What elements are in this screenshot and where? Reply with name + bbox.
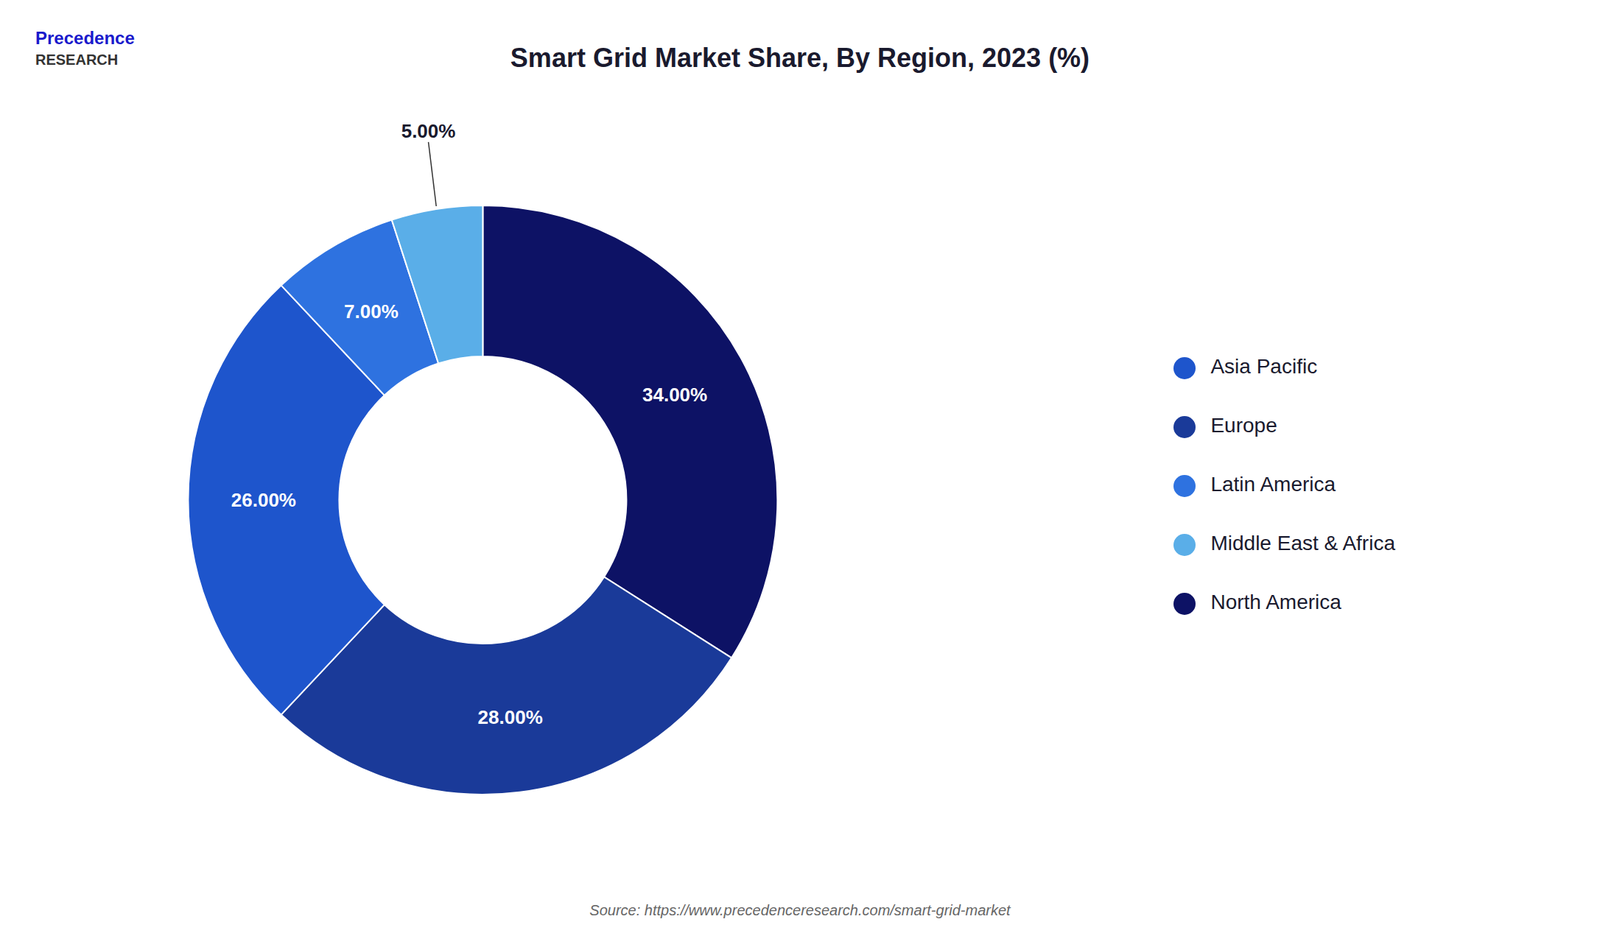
svg-text:7.00%: 7.00% xyxy=(344,300,399,323)
svg-text:34.00%: 34.00% xyxy=(642,383,708,406)
html-text:Precedence: Precedence xyxy=(35,27,135,48)
svg-text:26.00%: 26.00% xyxy=(231,489,297,512)
html-text:Europe: Europe xyxy=(1210,413,1278,437)
html-text:Middle East & Africa: Middle East & Africa xyxy=(1210,531,1396,555)
svg-text:5.00%: 5.00% xyxy=(401,120,456,143)
html-text:Smart Grid Market Share, By Re: Smart Grid Market Share, By Region, 2023… xyxy=(510,42,1090,73)
html-text:Latin America: Latin America xyxy=(1210,472,1336,496)
svg-text:28.00%: 28.00% xyxy=(478,706,543,729)
html-text:Asia Pacific: Asia Pacific xyxy=(1210,355,1318,378)
html-text:North America: North America xyxy=(1210,590,1342,614)
html-text:Source: https://www.precedence: Source: https://www.precedenceresearch.c… xyxy=(589,902,1011,919)
html-text:RESEARCH: RESEARCH xyxy=(35,51,119,68)
